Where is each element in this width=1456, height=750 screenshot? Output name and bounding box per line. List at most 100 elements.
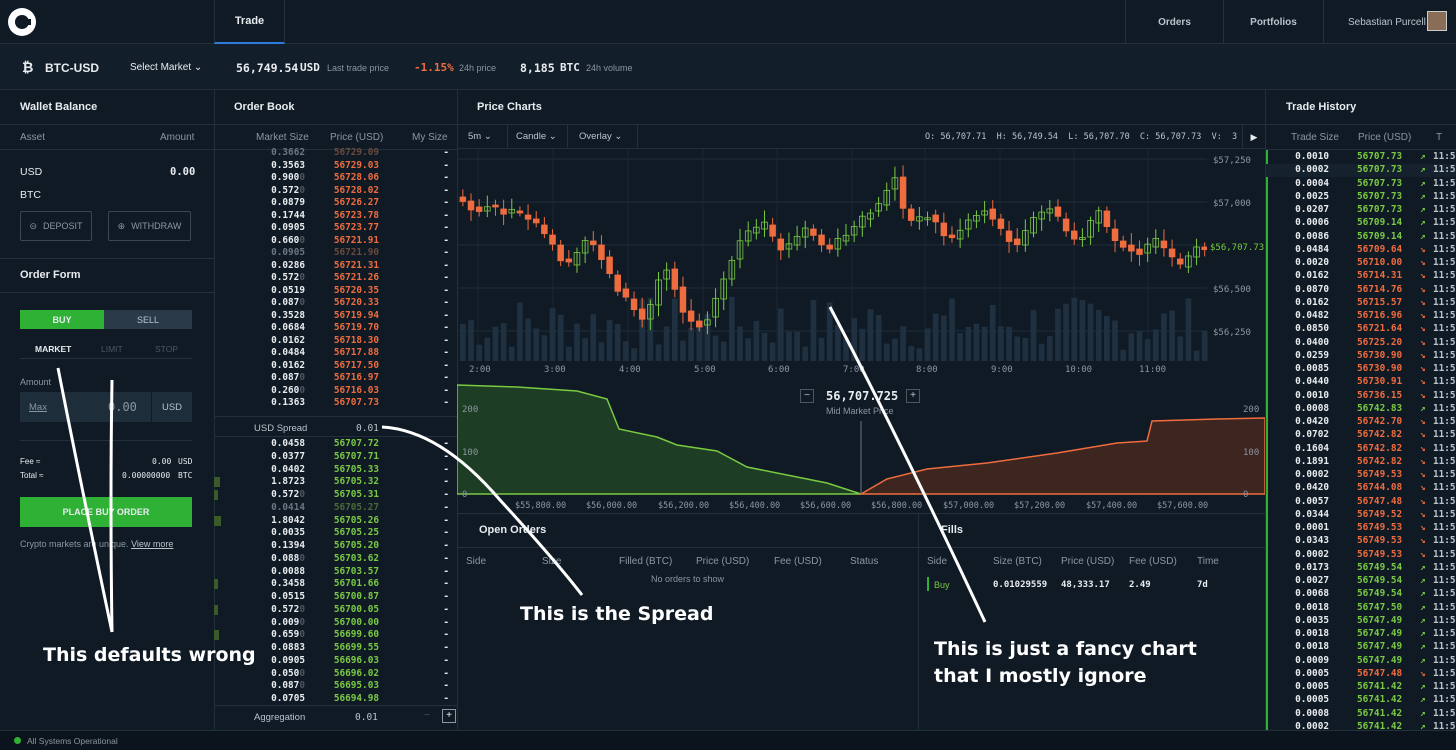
bid-row[interactable]: 0.0870 56695.03 - [214,680,457,693]
trade-row[interactable]: 0.1891 56742.82 ↘ 11:51 [1266,456,1456,469]
bid-row[interactable]: 0.3458 56701.66 - [214,578,457,591]
ask-row[interactable]: 0.0162 56717.50 - [214,360,457,373]
ask-row[interactable]: 0.0684 56719.70 - [214,322,457,335]
trade-row[interactable]: 0.0002 56749.53 ↘ 11:51 [1266,549,1456,562]
trade-row[interactable]: 0.0343 56749.53 ↘ 11:51 [1266,535,1456,548]
ask-row[interactable]: 0.0162 56718.30 - [214,335,457,348]
bid-row[interactable]: 0.6590 56699.60- [214,629,457,642]
overlay-dropdown[interactable]: Overlay ⌄ [579,131,622,142]
trade-row[interactable]: 0.0702 56742.82 ↘ 11:51 [1266,429,1456,442]
bid-row[interactable]: 1.8042 56705.26 - [214,515,457,528]
trade-row[interactable]: 0.0008 56741.42 ↗ 11:51 [1266,708,1456,721]
place-buy-order-button[interactable]: PLACE BUY ORDER [20,497,192,527]
bid-row[interactable]: 0.0880 56703.62 - [214,553,457,566]
bid-row[interactable]: 0.0090 56700.00- [214,617,457,630]
trade-row[interactable]: 0.1604 56742.82 ↘ 11:51 [1266,443,1456,456]
withdraw-button[interactable]: ⊕ WITHDRAW [108,211,191,241]
bid-row[interactable]: 0.0377 56707.71 - [214,451,457,464]
bid-row[interactable]: 0.0414 56705.27 - [214,502,457,515]
play-icon[interactable]: ▶ [1242,125,1265,149]
bid-row[interactable]: 0.0088 56703.57 - [214,566,457,579]
trade-row[interactable]: 0.0420 56742.70 ↘ 11:51 [1266,416,1456,429]
trade-row[interactable]: 0.0440 56730.91 ↘ 11:51 [1266,376,1456,389]
chart-type-dropdown[interactable]: Candle ⌄ [516,131,557,142]
bid-row[interactable]: 0.1394 56705.20 - [214,540,457,553]
ask-row[interactable]: 0.0905 56723.77 - [214,222,457,235]
trade-row[interactable]: 0.0002 56741.42 ↗ 11:51 [1266,721,1456,734]
nav-portfolios[interactable]: Portfolios [1223,0,1323,44]
ask-row[interactable]: 0.5720 56728.02 - [214,185,457,198]
coinbase-logo-icon[interactable] [8,8,36,36]
tab-limit[interactable]: LIMIT [101,344,123,354]
ask-row[interactable]: 0.3662 56729.09 - [214,147,457,160]
trade-row[interactable]: 0.0162 56714.31 ↘ 11:51 [1266,270,1456,283]
bid-row[interactable]: 0.0035 56705.25 - [214,527,457,540]
trade-row[interactable]: 0.0005 56747.48 ↘ 11:51 [1266,668,1456,681]
trade-row[interactable]: 0.0173 56749.54 ↗ 11:51 [1266,562,1456,575]
trade-row[interactable]: 0.0005 56741.42 ↗ 11:51 [1266,694,1456,707]
trade-row[interactable]: 0.0850 56721.64 ↘ 11:51 [1266,323,1456,336]
ask-row[interactable]: 0.3563 56729.03 - [214,160,457,173]
bid-row[interactable]: 0.0458 56707.72 - [214,438,457,451]
trade-row[interactable]: 0.0002 56707.73 ↗ 11:51 [1266,164,1456,178]
trade-row[interactable]: 0.0057 56747.48 ↘ 11:51 [1266,496,1456,509]
ask-row[interactable]: 0.0484 56717.88 - [214,347,457,360]
deposit-button[interactable]: ⊝ DEPOSIT [20,211,92,241]
trade-row[interactable]: 0.0086 56709.14 ↗ 11:51 [1266,231,1456,244]
trade-row[interactable]: 0.0004 56707.73 ↗ 11:51 [1266,178,1456,191]
trade-row[interactable]: 0.0025 56707.73 ↗ 11:51 [1266,191,1456,204]
aggregation-plus-button[interactable]: + [442,709,456,723]
ask-row[interactable]: 0.2600 56716.03 - [214,385,457,398]
trade-row[interactable]: 0.0085 56730.90 ↘ 11:51 [1266,363,1456,376]
trade-row[interactable]: 0.0870 56714.76 ↘ 11:51 [1266,284,1456,297]
ask-row[interactable]: 0.3528 56719.94 - [214,310,457,323]
bid-row[interactable]: 0.0515 56700.87 - [214,591,457,604]
ask-row[interactable]: 0.0286 56721.31 - [214,260,457,273]
ask-row[interactable]: 0.1744 56723.78 - [214,210,457,223]
trade-row[interactable]: 0.0068 56749.54 ↗ 11:51 [1266,588,1456,601]
trade-row[interactable]: 0.0008 56742.83 ↗ 11:51 [1266,403,1456,416]
amount-input[interactable]: Max 0.00 USD [20,392,192,422]
trade-row[interactable]: 0.0207 56707.73 ↗ 11:51 [1266,204,1456,217]
interval-dropdown[interactable]: 5m ⌄ [468,131,492,142]
trade-row[interactable]: 0.0020 56710.00 ↘ 11:51 [1266,257,1456,270]
trade-row[interactable]: 0.0010 56736.15 ↘ 11:51 [1266,390,1456,403]
sell-toggle[interactable]: SELL [104,310,192,329]
ask-row[interactable]: 0.1363 56707.73 - [214,397,457,410]
trade-row[interactable]: 0.0006 56709.14 ↗ 11:51 [1266,217,1456,230]
view-more-link[interactable]: View more [131,539,174,549]
trade-row[interactable]: 0.0482 56716.96 ↘ 11:51 [1266,310,1456,323]
bid-row[interactable]: 0.5720 56700.05 - [214,604,457,617]
trade-row[interactable]: 0.0010 56707.73 ↗ 11:51 [1266,151,1456,164]
trade-row[interactable]: 0.0400 56725.20 ↘ 11:51 [1266,337,1456,350]
trade-row[interactable]: 0.0018 56747.49 ↗ 11:51 [1266,641,1456,654]
ask-row[interactable]: 0.9000 56728.06 - [214,172,457,185]
user-menu[interactable]: Sebastian Purcell [1323,0,1456,44]
ask-row[interactable]: 0.0870 56716.97 - [214,372,457,385]
zoom-out-button[interactable]: − [800,389,814,403]
bid-row[interactable]: 0.0705 56694.98 - [214,693,457,706]
tab-stop[interactable]: STOP [155,344,178,354]
ask-row[interactable]: 0.0879 56726.27 - [214,197,457,210]
trade-row[interactable]: 0.0002 56749.53 ↘ 11:51 [1266,469,1456,482]
ask-row[interactable]: 0.6600 56721.91 - [214,235,457,248]
buy-toggle[interactable]: BUY [20,310,104,329]
ask-row[interactable]: 0.5720 56721.26 - [214,272,457,285]
tab-trade[interactable]: Trade [214,0,285,44]
bid-row[interactable]: 0.0883 56699.55 - [214,642,457,655]
bid-row[interactable]: 1.8723 56705.32 - [214,476,457,489]
depth-chart[interactable]: 200 200 100 100 0 0 $55,800.00 $56,000.00 $56,20… [457,381,1265,513]
trade-row[interactable]: 0.0018 56747.50 ↗ 11:51 [1266,602,1456,615]
trade-row[interactable]: 0.0018 56747.49 ↗ 11:51 [1266,628,1456,641]
candle-chart[interactable]: $57,250$57,000$56,750$56,500$56,2502:003… [457,149,1265,381]
bid-row[interactable]: 0.0500 56696.02 - [214,668,457,681]
select-market-dropdown[interactable]: Select Market ⌄ [130,62,202,73]
avatar[interactable] [1427,11,1447,31]
bid-row[interactable]: 0.5720 56705.31 - [214,489,457,502]
nav-orders[interactable]: Orders [1125,0,1223,44]
tab-market[interactable]: MARKET [35,344,72,354]
bid-row[interactable]: 0.0402 56705.33 - [214,464,457,477]
max-button[interactable]: Max [29,402,47,413]
trade-row[interactable]: 0.0035 56747.49 ↗ 11:51 [1266,615,1456,628]
trade-row[interactable]: 0.0484 56709.64 ↘ 11:51 [1266,244,1456,257]
